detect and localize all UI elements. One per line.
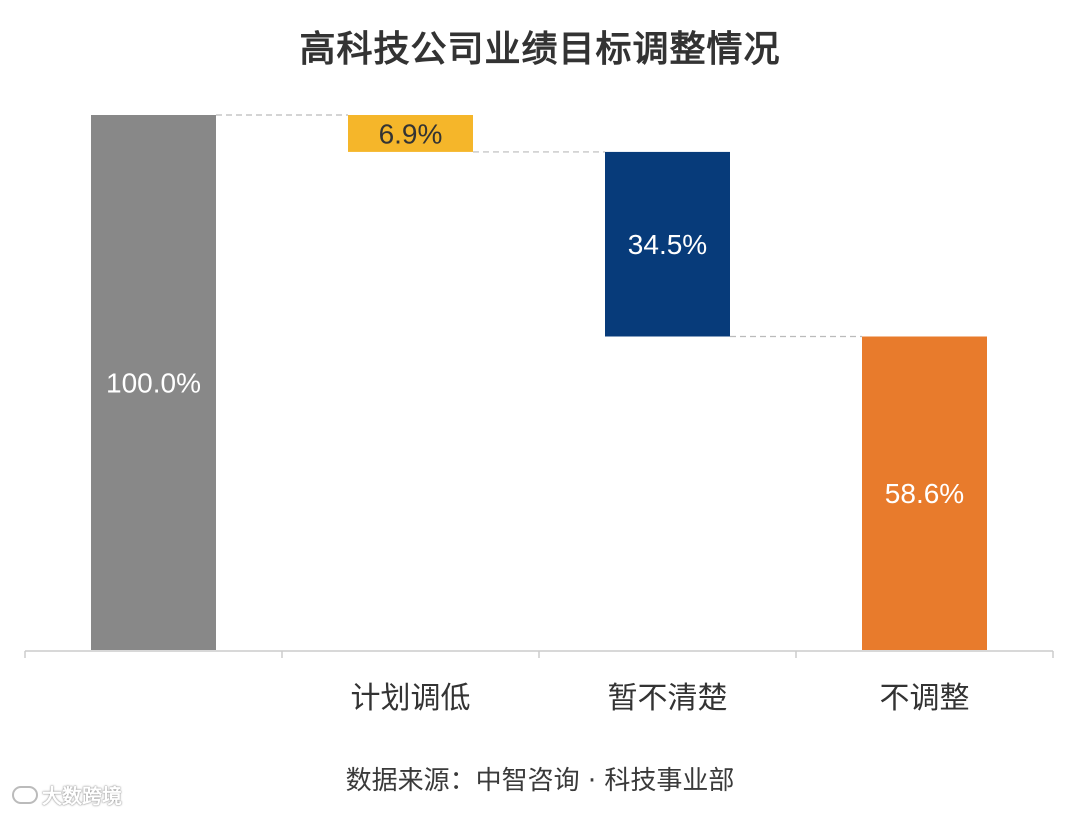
- watermark-logo-icon: [12, 785, 38, 804]
- value-label: 6.9%: [379, 118, 443, 149]
- category-label: 暂不清楚: [608, 681, 728, 716]
- watermark-text: 大数跨境: [42, 784, 122, 808]
- watermark: 大数跨境: [12, 780, 122, 809]
- connector-lines: [216, 114, 862, 338]
- x-axis: 计划调低 暂不清楚 不调整: [24, 650, 1054, 716]
- bar-step: [605, 151, 730, 337]
- bars: [91, 115, 987, 650]
- bar-step: [862, 336, 987, 650]
- category-label: 计划调低: [351, 681, 471, 716]
- value-labels: 100.0% 6.9% 34.5% 58.6%: [106, 118, 964, 509]
- chart-title: 高科技公司业绩目标调整情况: [299, 29, 781, 70]
- value-label: 58.6%: [885, 478, 964, 509]
- bar-total: [91, 115, 216, 650]
- bar-step: [348, 115, 473, 152]
- value-label-total: 100.0%: [106, 368, 201, 399]
- value-label: 34.5%: [628, 229, 707, 260]
- category-label: 不调整: [880, 681, 970, 716]
- source-note: 数据来源：中智咨询 · 科技事业部: [345, 766, 735, 796]
